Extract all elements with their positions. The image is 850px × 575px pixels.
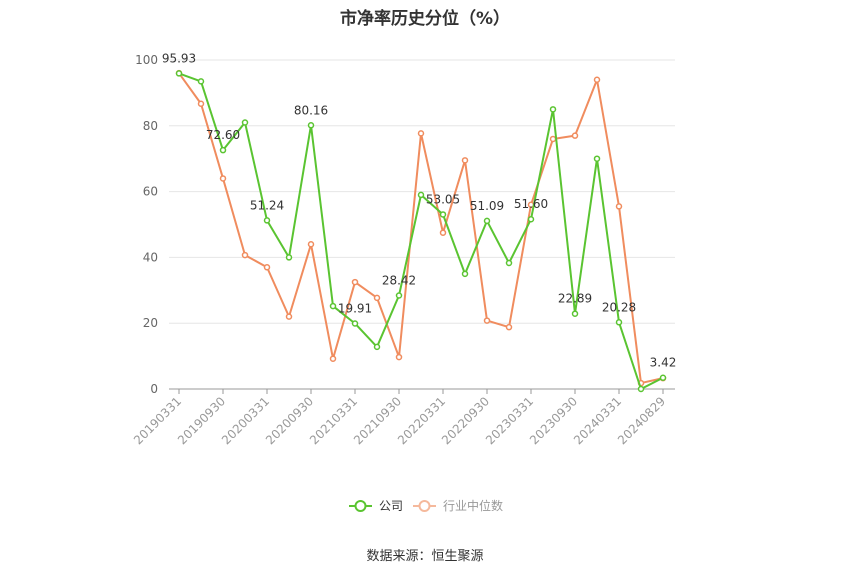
data-point-company[interactable] <box>219 146 227 154</box>
data-label: 3.42 <box>650 356 677 370</box>
data-point-company[interactable] <box>549 106 557 113</box>
data-point-company[interactable] <box>659 374 667 381</box>
series-layer <box>175 69 667 393</box>
data-point-industry[interactable] <box>549 135 557 143</box>
data-point-industry[interactable] <box>219 175 227 182</box>
data-point-company[interactable] <box>593 155 601 162</box>
data-label: 95.93 <box>162 51 196 65</box>
series-line-company <box>178 72 664 390</box>
data-point-industry[interactable] <box>395 353 403 361</box>
legend-item-industry[interactable]: 行业中位数 <box>413 498 503 513</box>
data-point-industry[interactable] <box>263 264 271 271</box>
data-point-industry[interactable] <box>439 229 447 236</box>
data-point-industry[interactable] <box>505 323 513 331</box>
y-tick-label: 100 <box>135 53 158 67</box>
legend-label-industry: 行业中位数 <box>443 498 503 513</box>
data-point-company[interactable] <box>175 70 183 77</box>
data-point-company[interactable] <box>373 343 381 351</box>
y-tick-label: 60 <box>143 185 158 199</box>
chart-title: 市净率历史分位（%） <box>339 9 511 29</box>
data-point-company[interactable] <box>637 385 645 393</box>
data-point-industry[interactable] <box>285 313 293 320</box>
data-point-industry[interactable] <box>351 278 359 286</box>
data-point-industry[interactable] <box>483 317 491 324</box>
data-label: 22.89 <box>558 292 592 306</box>
data-source: 数据来源：恒生聚源 <box>366 549 484 564</box>
data-label: 53.05 <box>426 192 460 206</box>
data-point-industry[interactable] <box>593 76 601 83</box>
data-point-industry[interactable] <box>197 100 205 108</box>
data-point-company[interactable] <box>571 310 579 317</box>
data-point-company[interactable] <box>285 254 293 261</box>
data-point-industry[interactable] <box>373 294 381 302</box>
y-tick-label: 40 <box>143 250 158 264</box>
data-label: 28.42 <box>382 273 416 287</box>
data-point-company[interactable] <box>197 78 205 85</box>
data-label: 80.16 <box>294 103 328 117</box>
y-tick-label: 0 <box>150 382 158 396</box>
data-point-company[interactable] <box>241 119 249 126</box>
data-label: 19.91 <box>338 301 372 315</box>
legend-label-company: 公司 <box>379 499 403 513</box>
legend-marker-industry <box>418 500 431 512</box>
data-point-industry[interactable] <box>241 251 249 259</box>
data-point-company[interactable] <box>263 217 271 224</box>
legend-item-company[interactable]: 公司 <box>349 499 403 513</box>
y-tick-label: 80 <box>143 119 158 133</box>
data-label: 51.09 <box>470 199 504 213</box>
data-label-layer: 95.93 72.60 51.24 80.16 19.91 28.42 53.05 51.09… <box>162 51 677 369</box>
data-point-industry[interactable] <box>307 240 315 248</box>
data-point-industry[interactable] <box>461 157 469 164</box>
data-label: 51.60 <box>514 197 548 211</box>
data-point-company[interactable] <box>483 217 491 225</box>
axis-layer: 0204060801002019033120190930202003312020… <box>131 53 675 447</box>
data-label: 72.60 <box>206 128 240 142</box>
data-point-company[interactable] <box>307 122 315 129</box>
data-point-company[interactable] <box>461 270 469 278</box>
grid-layer <box>169 59 675 324</box>
data-label: 20.28 <box>602 300 636 314</box>
data-point-company[interactable] <box>439 211 447 218</box>
data-point-industry[interactable] <box>417 130 425 137</box>
data-point-industry[interactable] <box>571 132 579 139</box>
data-point-company[interactable] <box>505 259 513 267</box>
data-point-company[interactable] <box>527 215 535 223</box>
data-point-company[interactable] <box>329 302 337 310</box>
x-tick-label: 20240829 <box>615 394 668 447</box>
data-point-company[interactable] <box>351 320 359 327</box>
data-point-company[interactable] <box>615 319 623 326</box>
data-point-industry[interactable] <box>615 203 623 210</box>
legend-marker-company <box>354 500 367 512</box>
series-line-industry <box>178 72 664 385</box>
data-point-industry[interactable] <box>329 355 337 362</box>
data-point-company[interactable] <box>395 292 403 299</box>
y-tick-label: 20 <box>143 316 158 330</box>
data-point-company[interactable] <box>417 191 425 199</box>
legend: 公司 行业中位数 <box>349 498 503 513</box>
data-label: 51.24 <box>250 198 284 212</box>
